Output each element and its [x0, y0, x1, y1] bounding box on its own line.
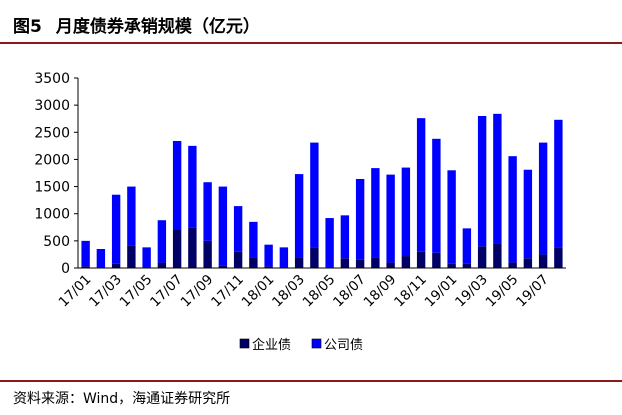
bar-enterprise-18-03 — [294, 257, 304, 268]
bar-enterprise-18-06 — [340, 258, 350, 268]
bar-corporate-19-07 — [538, 142, 548, 255]
bar-enterprise-17-08 — [188, 227, 197, 268]
bar-corporate-19-05 — [508, 156, 517, 263]
x-tick-label: 19/01 — [422, 272, 461, 311]
y-tick-label: 500 — [43, 234, 70, 250]
y-tick-label: 2000 — [34, 152, 70, 168]
bar-corporate-19-03 — [477, 116, 487, 247]
y-tick-label: 3500 — [34, 71, 70, 87]
plot-area — [81, 113, 563, 268]
x-tick-label: 17/07 — [147, 272, 186, 311]
bar-corporate-17-06 — [157, 220, 167, 263]
x-tick-label: 17/05 — [117, 272, 156, 311]
x-tick-label: 17/01 — [56, 272, 95, 311]
bar-corporate-18-07 — [355, 178, 365, 260]
bar-enterprise-18-08 — [371, 257, 380, 268]
bar-enterprise-17-10 — [218, 265, 228, 268]
bar-enterprise-17-09 — [203, 240, 212, 268]
title-rule — [0, 42, 622, 44]
bar-enterprise-19-04 — [493, 243, 502, 268]
x-tick-label: 18/05 — [300, 272, 339, 311]
bar-corporate-17-11 — [233, 206, 243, 252]
bar-enterprise-17-11 — [233, 251, 243, 268]
bar-corporate-17-10 — [218, 186, 228, 266]
bar-corporate-18-01 — [264, 244, 273, 267]
figure-number: 图5 — [13, 17, 42, 37]
bar-corporate-18-04 — [310, 142, 319, 248]
legend-swatch-corporate — [311, 338, 322, 349]
bar-corporate-19-08 — [554, 119, 563, 248]
x-tick-label: 18/11 — [391, 272, 430, 311]
legend-swatch-enterprise — [239, 338, 250, 349]
bar-enterprise-19-05 — [508, 262, 517, 268]
x-tick-label: 17/09 — [178, 272, 217, 311]
bar-corporate-17-02 — [96, 249, 106, 268]
bar-corporate-17-07 — [172, 140, 182, 230]
bar-enterprise-18-12 — [432, 252, 441, 268]
bar-corporate-18-10 — [401, 167, 411, 257]
bar-enterprise-18-09 — [386, 262, 395, 268]
bar-enterprise-17-12 — [249, 257, 258, 268]
legend-label-enterprise: 企业债 — [252, 337, 291, 353]
bar-corporate-18-05 — [325, 218, 334, 268]
bar-corporate-19-02 — [462, 228, 472, 264]
bar-enterprise-17-01 — [81, 266, 90, 268]
x-tick-label: 17/11 — [208, 272, 247, 311]
x-tick-label: 18/03 — [269, 272, 308, 311]
bar-corporate-17-04 — [127, 186, 136, 246]
y-tick-label: 3000 — [34, 98, 70, 114]
bar-enterprise-19-06 — [523, 258, 533, 268]
bar-corporate-17-03 — [111, 194, 121, 264]
bar-enterprise-18-11 — [416, 251, 426, 268]
bond-underwriting-chart: 050010001500200025003000350017/0117/0317… — [34, 71, 566, 353]
bar-enterprise-17-07 — [172, 230, 182, 268]
bar-enterprise-17-06 — [157, 262, 167, 268]
bar-corporate-18-02 — [279, 247, 289, 268]
x-tick-label: 18/09 — [361, 272, 400, 311]
bar-corporate-17-12 — [249, 221, 258, 258]
x-tick-label: 17/03 — [86, 272, 125, 311]
bar-enterprise-19-03 — [477, 246, 487, 268]
y-tick-label: 2500 — [34, 125, 70, 141]
figure-title-text: 月度债券承销规模（亿元） — [55, 17, 260, 37]
bar-corporate-18-11 — [416, 118, 426, 252]
x-tick-label: 19/05 — [483, 272, 522, 311]
bar-corporate-19-04 — [493, 113, 502, 244]
bar-enterprise-19-07 — [538, 254, 548, 268]
bar-corporate-19-01 — [447, 170, 456, 264]
bar-enterprise-18-01 — [264, 266, 273, 268]
bar-corporate-17-09 — [203, 182, 212, 241]
bar-enterprise-18-07 — [355, 259, 365, 268]
y-tick-label: 0 — [61, 261, 70, 277]
bar-enterprise-19-02 — [462, 263, 472, 268]
bar-enterprise-17-04 — [127, 245, 136, 268]
bar-corporate-18-09 — [386, 174, 395, 263]
bar-enterprise-18-10 — [401, 256, 411, 268]
x-tick-label: 18/07 — [330, 272, 369, 311]
legend: 企业债 公司债 — [239, 337, 363, 353]
bar-enterprise-19-08 — [554, 247, 563, 268]
x-tick-label: 19/03 — [452, 272, 491, 311]
bar-corporate-18-06 — [340, 215, 350, 259]
figure-title: 图5 月度债券承销规模（亿元） — [13, 12, 260, 37]
legend-label-corporate: 公司债 — [324, 338, 363, 353]
bar-corporate-18-08 — [371, 168, 380, 258]
bar-enterprise-19-01 — [447, 263, 456, 268]
bar-corporate-19-06 — [523, 169, 533, 259]
bar-corporate-17-01 — [81, 240, 90, 267]
source-note: 资料来源：Wind，海通证券研究所 — [13, 391, 231, 407]
bar-enterprise-18-04 — [310, 247, 319, 268]
bar-corporate-17-08 — [188, 145, 197, 228]
x-tick-label: 18/01 — [239, 272, 278, 311]
bar-corporate-18-03 — [294, 174, 304, 258]
source-rule — [0, 380, 622, 382]
y-tick-label: 1500 — [34, 180, 70, 196]
x-tick-label: 19/07 — [513, 272, 552, 311]
bar-enterprise-17-03 — [111, 263, 121, 268]
y-tick-label: 1000 — [34, 207, 70, 223]
bar-corporate-18-12 — [432, 138, 441, 253]
bar-corporate-17-05 — [142, 247, 151, 268]
